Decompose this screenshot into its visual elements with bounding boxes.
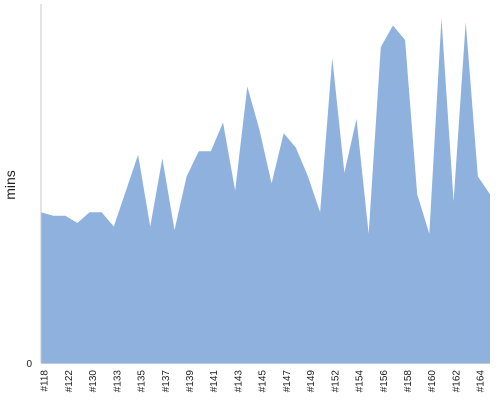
x-tick-label: #118 <box>40 370 51 392</box>
x-tick-label: #135 <box>137 370 148 393</box>
x-tick-label: #145 <box>258 370 269 393</box>
x-tick-label: #139 <box>185 370 196 393</box>
x-tick-label: #158 <box>403 370 414 393</box>
x-tick-label: #137 <box>161 370 172 393</box>
y-axis-title: mins <box>2 170 18 200</box>
plot-area <box>41 18 490 364</box>
x-tick-label: #133 <box>112 370 123 393</box>
x-tick-label: #143 <box>233 370 244 393</box>
axes <box>40 4 490 364</box>
y-tick-label: 0 <box>26 359 32 370</box>
area-series <box>41 18 490 364</box>
x-tick-label: #154 <box>355 370 366 393</box>
x-tick-label: #160 <box>427 370 438 393</box>
x-tick-label: #130 <box>88 370 99 393</box>
x-tick-label: #141 <box>209 370 220 393</box>
x-tick-label: #164 <box>476 370 487 393</box>
x-tick-label: #162 <box>451 370 462 393</box>
x-tick-label: #122 <box>64 370 75 393</box>
x-tick-label: #156 <box>379 370 390 393</box>
x-tick-label: #152 <box>330 370 341 393</box>
tick-labels: 0 #118 #122 #130 #133 #135 #137 #139 #141 #143 #14… <box>26 359 486 392</box>
x-tick-label: #147 <box>282 370 293 393</box>
x-tick-label: #149 <box>306 370 317 393</box>
